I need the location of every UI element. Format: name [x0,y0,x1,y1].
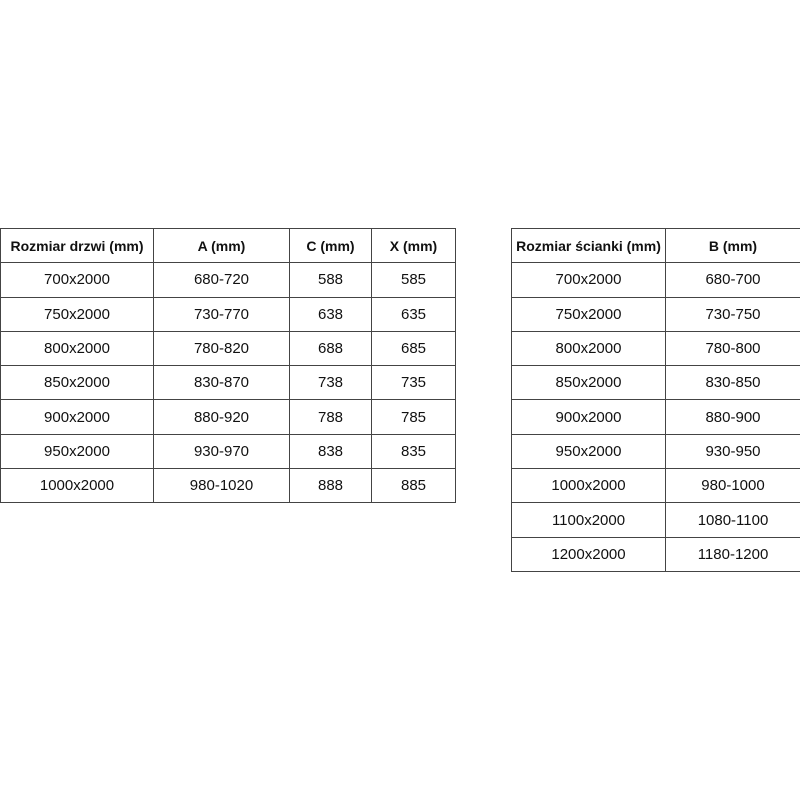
table-cell: 638 [289,296,372,332]
table-cell: 1000x2000 [511,468,666,504]
table-cell: 785 [371,399,456,435]
table-cell: 850x2000 [0,365,154,401]
column-header: X (mm) [371,227,456,264]
column-header: A (mm) [153,227,290,264]
door-size-table: Rozmiar drzwi (mm) A (mm) C (mm) X (mm) 700… [0,227,456,504]
table-cell: 788 [289,399,372,435]
table-cell: 930-950 [665,433,800,470]
table-cell: 980-1020 [153,468,290,504]
table-row: 750x2000 730-750 [511,296,800,332]
table-row: 1100x2000 1080-1100 [511,502,800,538]
table-cell: 680-720 [153,262,290,298]
table-cell: 688 [289,330,372,367]
table-cell: 800x2000 [0,330,154,367]
table-row: 1000x2000 980-1020 888 885 [0,468,456,504]
table-row: 700x2000 680-720 588 585 [0,262,456,298]
table-cell: 880-900 [665,399,800,435]
table-row: 800x2000 780-800 [511,330,800,367]
table-row: 1000x2000 980-1000 [511,468,800,504]
table-cell: 738 [289,365,372,401]
table-header-row: Rozmiar ścianki (mm) B (mm) [511,227,800,264]
table-row: 850x2000 830-870 738 735 [0,365,456,401]
table-cell: 1200x2000 [511,536,666,572]
table-cell: 950x2000 [511,433,666,470]
table-row: 750x2000 730-770 638 635 [0,296,456,332]
table-cell: 780-800 [665,330,800,367]
table-cell: 750x2000 [0,296,154,332]
table-cell: 900x2000 [0,399,154,435]
table-cell: 900x2000 [511,399,666,435]
table-cell: 685 [371,330,456,367]
table-cell: 885 [371,468,456,504]
table-cell: 780-820 [153,330,290,367]
table-row: 950x2000 930-950 [511,433,800,470]
table-cell: 1000x2000 [0,468,154,504]
table-cell: 888 [289,468,372,504]
table-cell: 880-920 [153,399,290,435]
table-cell: 850x2000 [511,365,666,401]
column-header: C (mm) [289,227,372,264]
table-cell: 830-870 [153,365,290,401]
table-cell: 700x2000 [511,262,666,298]
wall-size-table: Rozmiar ścianki (mm) B (mm) 700x2000 680-7… [511,227,800,572]
table-cell: 700x2000 [0,262,154,298]
table-row: 1200x2000 1180-1200 [511,536,800,572]
table-cell: 950x2000 [0,433,154,470]
table-cell: 1080-1100 [665,502,800,538]
table-header-row: Rozmiar drzwi (mm) A (mm) C (mm) X (mm) [0,227,456,264]
table-cell: 750x2000 [511,296,666,332]
table-cell: 830-850 [665,365,800,401]
table-cell: 635 [371,296,456,332]
table-cell: 730-770 [153,296,290,332]
table-row: 800x2000 780-820 688 685 [0,330,456,367]
table-cell: 800x2000 [511,330,666,367]
table-row: 900x2000 880-920 788 785 [0,399,456,435]
table-cell: 838 [289,433,372,470]
table-cell: 980-1000 [665,468,800,504]
table-cell: 735 [371,365,456,401]
table-cell: 585 [371,262,456,298]
table-row: 850x2000 830-850 [511,365,800,401]
table-cell: 588 [289,262,372,298]
table-cell: 730-750 [665,296,800,332]
table-row: 950x2000 930-970 838 835 [0,433,456,470]
table-row: 900x2000 880-900 [511,399,800,435]
table-cell: 1100x2000 [511,502,666,538]
table-row: 700x2000 680-700 [511,262,800,298]
table-cell: 835 [371,433,456,470]
table-cell: 1180-1200 [665,536,800,572]
column-header: B (mm) [665,227,800,264]
table-cell: 680-700 [665,262,800,298]
table-cell: 930-970 [153,433,290,470]
column-header: Rozmiar drzwi (mm) [0,227,154,264]
column-header: Rozmiar ścianki (mm) [511,227,666,264]
